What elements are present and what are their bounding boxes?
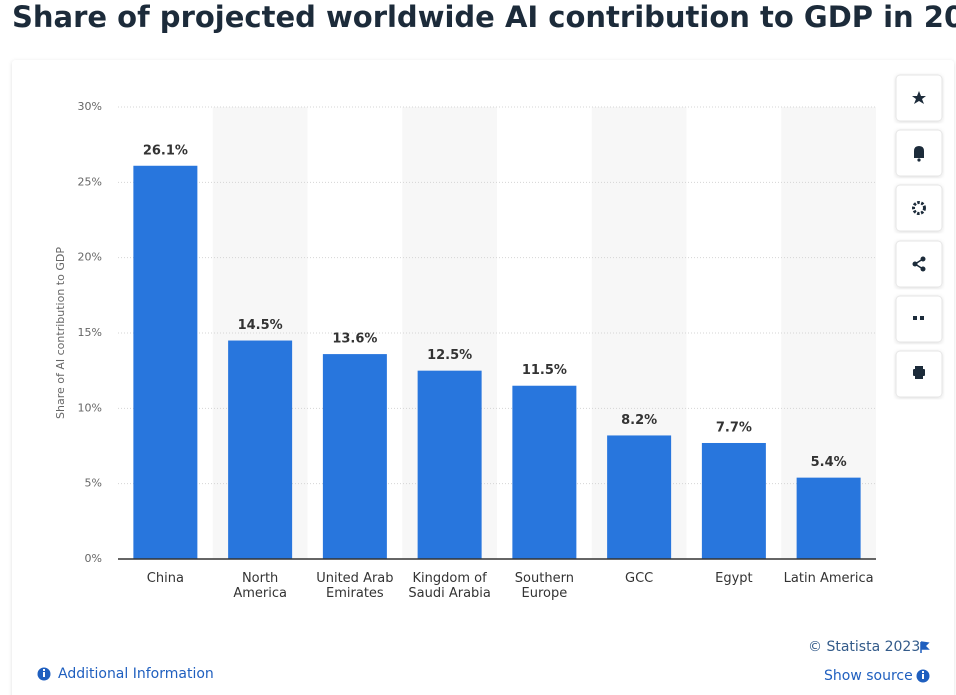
value-label: 13.6% bbox=[332, 332, 377, 347]
bar bbox=[796, 477, 861, 559]
value-label: 26.1% bbox=[143, 143, 188, 158]
y-tick-label: 0% bbox=[85, 552, 102, 565]
value-label: 7.7% bbox=[716, 420, 752, 435]
bell-button[interactable] bbox=[895, 129, 943, 177]
x-tick-label: North America bbox=[233, 571, 287, 601]
y-axis-label: Share of AI contribution to GDP bbox=[54, 247, 67, 419]
copyright[interactable]: © Statista 2023 bbox=[808, 639, 920, 655]
show-source[interactable]: Show source bbox=[824, 668, 913, 684]
x-tick-label: United Arab Emirates bbox=[316, 571, 393, 601]
cite-button[interactable] bbox=[895, 295, 943, 343]
y-tick-label: 10% bbox=[78, 401, 102, 414]
value-label: 8.2% bbox=[621, 413, 657, 428]
x-tick-label: Kingdom of Saudi Arabia bbox=[408, 571, 491, 601]
share-button[interactable] bbox=[895, 240, 943, 288]
page-title: Share of projected worldwide AI contribu… bbox=[12, 0, 956, 34]
bar bbox=[512, 385, 577, 559]
flag-icon bbox=[920, 641, 930, 653]
y-tick-label: 5% bbox=[85, 477, 102, 490]
value-label: 14.5% bbox=[238, 318, 283, 333]
bar bbox=[417, 370, 482, 559]
value-label: 11.5% bbox=[522, 363, 567, 378]
y-tick-label: 25% bbox=[78, 175, 102, 188]
bar bbox=[701, 442, 766, 559]
info-icon bbox=[916, 669, 930, 683]
x-tick-label: GCC bbox=[625, 571, 653, 586]
value-label: 5.4% bbox=[811, 455, 847, 470]
x-tick-label: Southern Europe bbox=[515, 571, 574, 601]
y-tick-label: 20% bbox=[78, 251, 102, 264]
star-button[interactable] bbox=[895, 74, 943, 122]
y-tick-label: 15% bbox=[78, 326, 102, 339]
bar bbox=[322, 354, 387, 559]
value-label: 12.5% bbox=[427, 348, 472, 363]
y-tick-label: 30% bbox=[78, 100, 102, 113]
bar bbox=[228, 340, 293, 559]
x-tick-label: China bbox=[147, 571, 184, 586]
x-tick-label: Egypt bbox=[715, 571, 753, 586]
sidebar bbox=[895, 74, 943, 398]
print-button[interactable] bbox=[895, 350, 943, 398]
plot: 0% 5% 10% 15% 20% 25% 30% Share of AI contribut… bbox=[54, 100, 876, 601]
x-tick-label: Latin America bbox=[784, 571, 874, 586]
additional-info[interactable]: Additional Information bbox=[58, 666, 214, 682]
bar bbox=[133, 165, 198, 559]
info-icon bbox=[37, 667, 51, 681]
bar bbox=[607, 435, 672, 559]
settings-button[interactable] bbox=[895, 184, 943, 232]
